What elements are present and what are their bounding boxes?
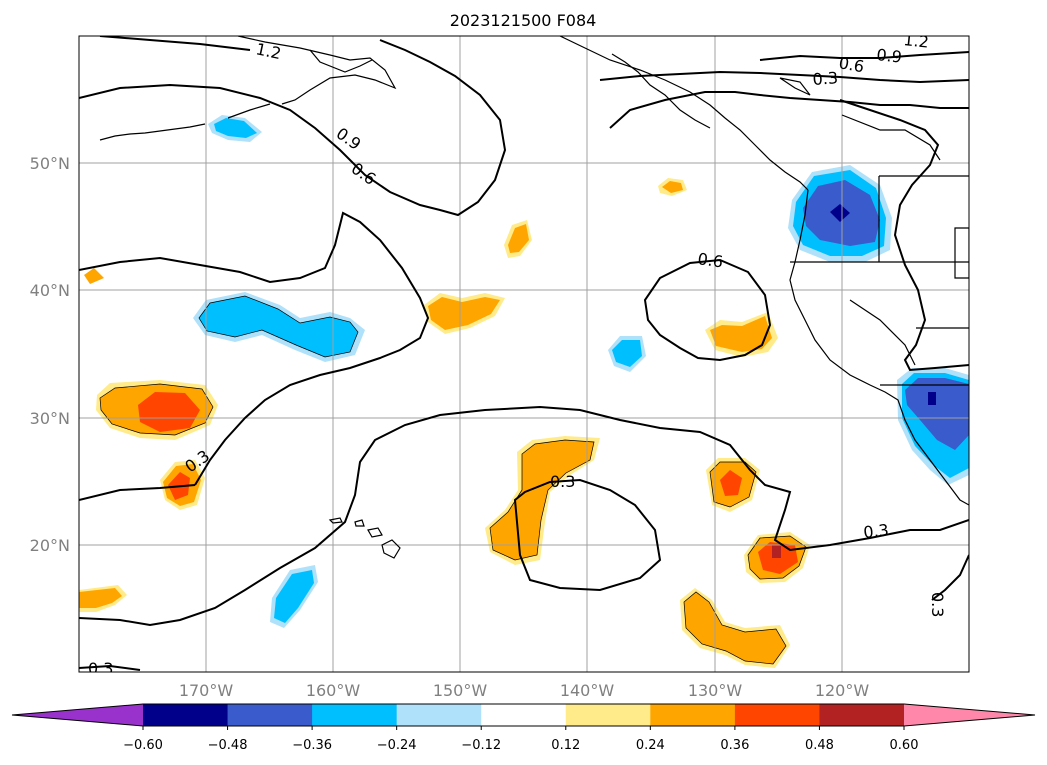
colorbar-tick-label: −0.12	[461, 738, 501, 753]
colorbar-segment	[312, 704, 398, 726]
lon-label-130w: 130°W	[688, 681, 743, 700]
colorbar-extend-high	[904, 704, 1035, 726]
colorbar-segment	[481, 704, 567, 726]
colorbar-segment	[819, 704, 905, 726]
colorbar-tick-label: 0.24	[636, 738, 665, 753]
contour-label: 1.2	[254, 39, 283, 63]
colorbar-segment	[227, 704, 313, 726]
colorbar-extend-low	[12, 704, 143, 726]
colorbar-segment	[565, 704, 651, 726]
positive-anomaly-regions	[79, 178, 810, 668]
negative-anomaly-regions	[193, 115, 969, 628]
colorbar-segment	[734, 704, 820, 726]
map-area: 1.2 0.9 0.6 0.3 0.9 0.6 0.6 0.3 0.3 0.3 …	[79, 30, 969, 678]
colorbar: −0.60 −0.48 −0.36 −0.24 −0.12 0.12 0.24 0.36 0.4…	[11, 703, 1036, 753]
lon-label-140w: 140°W	[560, 681, 615, 700]
map-frame	[78, 35, 970, 673]
contour-label: 1.2	[903, 30, 930, 52]
contour-label: 0.3	[928, 592, 947, 617]
contour-label: 0.3	[862, 520, 889, 542]
lon-label-170w: 170°W	[179, 681, 234, 700]
colorbar-tick-label: 0.48	[805, 738, 834, 753]
lon-label-160w: 160°W	[306, 681, 361, 700]
longitude-labels: 170°W 160°W 150°W 140°W 130°W 120°W	[179, 681, 870, 700]
contour-label: 0.9	[876, 45, 903, 67]
colorbar-tick-label: −0.36	[292, 738, 332, 753]
latitude-labels: 50°N 40°N 30°N 20°N	[30, 154, 70, 555]
colorbar-tick-label: −0.24	[377, 738, 417, 753]
contour-label: 0.3	[812, 68, 839, 89]
colorbar-segment	[143, 704, 229, 726]
lat-label-20n: 20°N	[30, 536, 70, 555]
gridlines	[79, 36, 969, 672]
contour-label: 0.6	[696, 249, 724, 271]
colorbar-tick-label: 0.36	[720, 738, 749, 753]
coastlines	[99, 36, 969, 559]
lat-label-30n: 30°N	[30, 409, 70, 428]
colorbar-tick-label: 0.60	[890, 738, 919, 753]
lon-label-150w: 150°W	[433, 681, 488, 700]
colorbar-tick-label: −0.60	[123, 738, 163, 753]
colorbar-segment	[650, 704, 736, 726]
filled-anomalies	[79, 115, 969, 668]
colorbar-segment	[396, 704, 482, 726]
map-title: 2023121500 F084	[450, 11, 597, 30]
colorbar-tick-label: 0.12	[551, 738, 580, 753]
contour-label: 0.6	[837, 53, 865, 76]
contour-label: 0.3	[550, 472, 575, 491]
lon-label-120w: 120°W	[815, 681, 870, 700]
colorbar-tick-label: −0.48	[208, 738, 248, 753]
lat-label-50n: 50°N	[30, 154, 70, 173]
contour-lines	[79, 36, 969, 671]
lat-label-40n: 40°N	[30, 281, 70, 300]
contour-label: 0.3	[88, 659, 113, 678]
